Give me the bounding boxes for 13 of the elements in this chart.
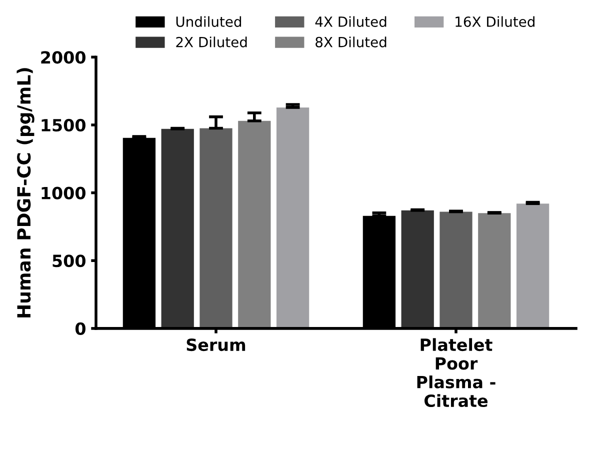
y-tick-label: 2000 bbox=[41, 51, 86, 64]
legend-label: 4X Diluted bbox=[315, 16, 386, 27]
y-axis-title: Human PDGF-CC (pg/mL) bbox=[16, 68, 34, 318]
y-tick-label: 0 bbox=[75, 322, 86, 336]
legend-label: 2X Diluted bbox=[176, 36, 247, 48]
legend-label: 8X Diluted bbox=[316, 36, 386, 48]
legend-label: 16X Diluted bbox=[456, 16, 534, 27]
y-tick-label: 1000 bbox=[42, 186, 86, 200]
legend-label: Undiluted bbox=[176, 16, 242, 27]
x-tick-label: Serum bbox=[186, 338, 246, 352]
x-tick-label: Platelet Poor Plasma - Citrate bbox=[417, 338, 496, 408]
y-tick-label: 1500 bbox=[42, 118, 86, 132]
y-tick-label: 500 bbox=[52, 254, 86, 268]
